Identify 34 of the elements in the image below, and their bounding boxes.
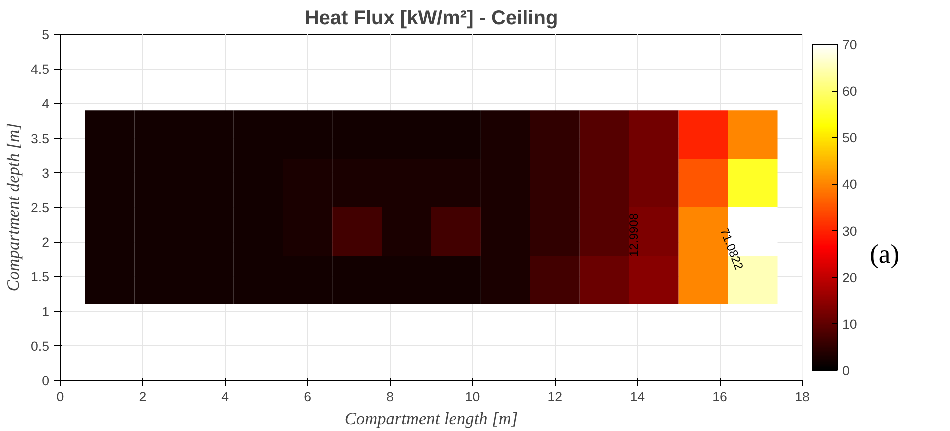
x-tick-label: 0 (56, 390, 64, 404)
x-tick-label: 10 (465, 390, 480, 404)
color-bar-label: 10 (842, 316, 858, 332)
y-tick-label: 0.5 (30, 338, 50, 354)
x-tick-label: 14 (630, 390, 646, 404)
color-bar-label: 70 (842, 38, 858, 52)
x-tick-label: 16 (712, 390, 728, 404)
color-bar-label: 40 (842, 177, 858, 192)
y-tick-label: 3 (42, 166, 50, 181)
y-tick-label: 1.5 (30, 270, 50, 285)
y-tick-label: 2 (42, 235, 50, 250)
x-tick-label: 8 (386, 390, 394, 404)
x-tick-label: 18 (795, 390, 810, 404)
color-bar-label: 30 (842, 224, 858, 239)
color-bar-label: 20 (842, 270, 858, 286)
y-tick-label: 0 (42, 374, 50, 388)
y-tick-label: 4.5 (30, 62, 50, 78)
text: (a) (870, 238, 900, 271)
annotation: 12.9908 (626, 213, 641, 257)
y-tick-label: 3.5 (30, 131, 50, 146)
y-tick-label: 2.5 (30, 200, 50, 216)
chart-title: Heat Flux [kW/m²] - Ceiling (304, 8, 558, 30)
color-bar-label: 50 (842, 130, 858, 146)
y-tick-label: 1 (42, 304, 50, 320)
color-bar-label: 60 (842, 84, 858, 100)
y-tick-label: 4 (42, 96, 50, 112)
y-axis-title: Compartment depth [m] (4, 123, 23, 292)
y-tick-label: 5 (42, 28, 50, 42)
x-axis-title: Compartment length [m] (344, 410, 518, 428)
x-tick-label: 4 (222, 390, 230, 404)
color-bar-label: 0 (842, 364, 850, 378)
x-tick-label: 12 (548, 390, 563, 404)
x-tick-label: 6 (304, 390, 312, 404)
x-tick-label: 2 (139, 390, 147, 404)
